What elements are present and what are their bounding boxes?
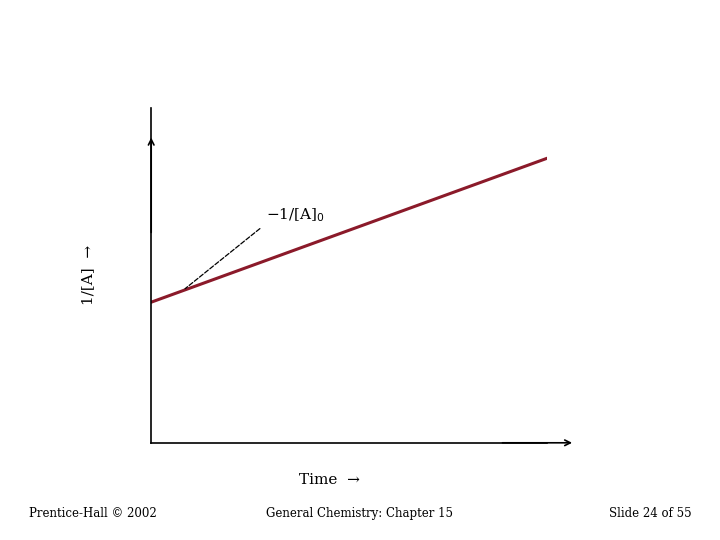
Text: 1/[A]  →: 1/[A] → — [81, 245, 95, 306]
Text: $\mathregular{-}$1/[A]$_0$: $\mathregular{-}$1/[A]$_0$ — [266, 206, 325, 224]
Text: Slide 24 of 55: Slide 24 of 55 — [608, 507, 691, 520]
Text: Second-Order Reaction: Second-Order Reaction — [161, 21, 559, 52]
Text: Time  →: Time → — [299, 472, 360, 487]
Text: Prentice-Hall © 2002: Prentice-Hall © 2002 — [29, 507, 156, 520]
Text: General Chemistry: Chapter 15: General Chemistry: Chapter 15 — [266, 507, 454, 520]
